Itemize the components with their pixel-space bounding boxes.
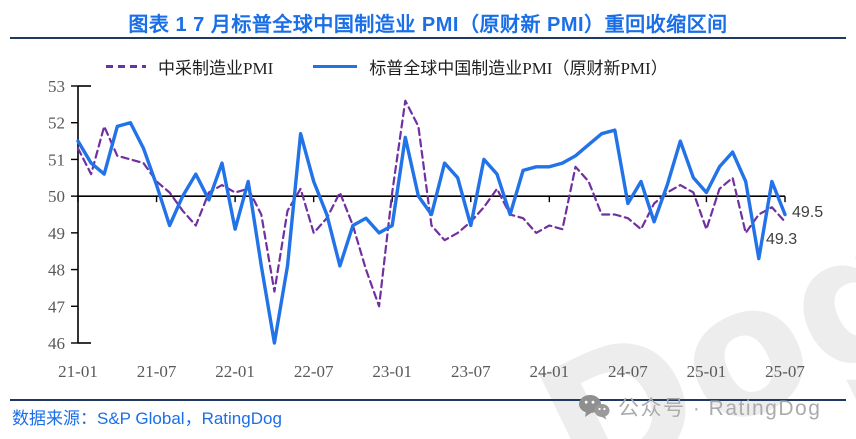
title-divider (10, 37, 846, 39)
wechat-credit: 公众号 · RatingDog (578, 392, 821, 422)
wechat-credit-label: 公众号 · RatingDog (618, 397, 822, 420)
svg-text:22-07: 22-07 (294, 362, 334, 381)
svg-text:46: 46 (48, 334, 65, 353)
svg-text:21-07: 21-07 (137, 362, 177, 381)
svg-text:24-07: 24-07 (608, 362, 648, 381)
page-title: 图表 1 7 月标普全球中国制造业 PMI（原财新 PMI）重回收缩区间 (128, 14, 728, 36)
svg-text:51: 51 (48, 150, 65, 169)
legend-label-nbs-pmi: 中采制造业PMI (158, 59, 274, 78)
svg-text:48: 48 (48, 261, 65, 280)
svg-text:23-07: 23-07 (451, 362, 491, 381)
data-source-text: 数据来源：S&P Global，RatingDog (12, 409, 282, 428)
legend-label-caixin-pmi: 标普全球中国制造业PMI（原财新PMI） (369, 59, 668, 78)
series-line-nbs-pmi (76, 99, 787, 308)
svg-text:23-01: 23-01 (372, 362, 412, 381)
legend-item-nbs-pmi: 中采制造业PMI (106, 54, 273, 79)
chart-legend: 中采制造业PMI 标普全球中国制造业PMI（原财新PMI） (106, 54, 668, 79)
footer-divider (10, 399, 846, 401)
svg-text:50: 50 (48, 187, 65, 206)
svg-text:25-01: 25-01 (687, 362, 727, 381)
y-axis: 53 52 51 50 49 48 47 46 (48, 77, 91, 353)
svg-text:24-01: 24-01 (529, 362, 569, 381)
svg-text:22-01: 22-01 (215, 362, 255, 381)
legend-swatch-solid-icon (313, 64, 358, 69)
svg-text:52: 52 (48, 114, 65, 133)
x-axis: 21-01 21-07 22-01 22-07 23-01 23-07 24-01 24-07… (58, 195, 805, 381)
annotation-caixin-last: 49.5 (792, 203, 824, 221)
svg-text:49: 49 (48, 224, 65, 243)
svg-text:53: 53 (48, 77, 65, 96)
legend-item-caixin-pmi: 标普全球中国制造业PMI（原财新PMI） (313, 54, 668, 79)
svg-text:25-07: 25-07 (765, 362, 805, 381)
legend-swatch-dashed-icon (106, 65, 146, 68)
wechat-icon (579, 395, 610, 420)
annotation-nbs-last: 49.3 (766, 230, 798, 248)
svg-text:21-01: 21-01 (58, 362, 98, 381)
svg-text:47: 47 (48, 297, 66, 316)
series-line-caixin-pmi (76, 120, 787, 345)
